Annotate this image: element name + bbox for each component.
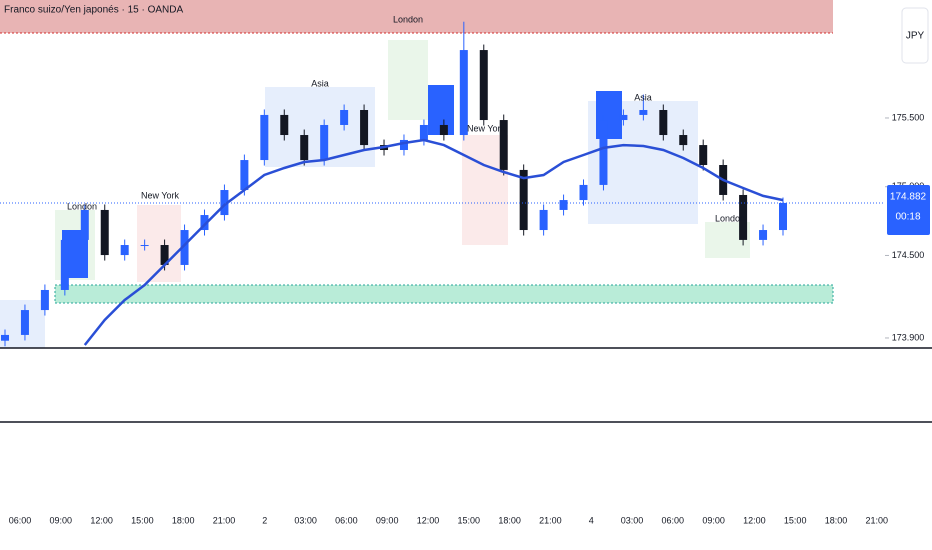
candle-body [160,245,169,265]
session-label: Asia [311,78,329,88]
x-tick-label: 03:00 [294,515,317,525]
x-tick-label: 12:00 [417,515,440,525]
x-tick-label: 12:00 [90,515,113,525]
candle-body [419,124,428,140]
x-tick-label: 21:00 [539,515,562,525]
x-tick-label: 03:00 [621,515,644,525]
x-tick-label: 09:00 [376,515,399,525]
last-price-box [887,184,930,235]
x-tick-label: 4 [589,515,594,525]
candle-body [340,109,349,125]
demand-zone [54,284,834,304]
x-tick-label: 18:00 [498,515,521,525]
candle-body [320,124,329,161]
candle-body [539,209,548,231]
candle-body [40,289,49,311]
countdown: 00:18 [895,212,920,223]
x-tick-label: 12:00 [743,515,766,525]
session-label: London [67,201,97,211]
candle-body [579,184,588,201]
candle-body [360,109,369,146]
session-box [388,40,428,120]
supply-zone [0,0,833,33]
candle-body [280,114,289,136]
candle-body [739,194,748,240]
candle-body [459,50,468,136]
candle-body [699,145,708,165]
x-tick-label: 15:00 [131,515,154,525]
session-label: London [715,213,745,223]
currency-label: JPY [906,31,925,42]
x-tick-label: 21:00 [213,515,236,525]
candle-body [519,169,528,231]
x-tick-label: 09:00 [702,515,725,525]
session-label: Asia [634,92,652,102]
session-label: New York [141,190,180,200]
y-tick-label: 174.500 [892,250,925,260]
x-tick-label: 18:00 [825,515,848,525]
x-tick-label: 21:00 [866,515,889,525]
y-tick-label: 175.500 [892,112,925,122]
candle-body [639,109,648,115]
candle-body [180,230,189,265]
session-label: New York [467,123,506,133]
candle-body [399,139,408,151]
session-label: London [393,14,423,24]
candle-body [499,120,508,170]
candle-body [60,239,69,290]
candle-body [439,124,448,136]
candle-body [1,334,9,341]
candle-body [759,230,768,240]
y-tick-label: 173.900 [892,332,925,342]
x-tick-label: 06:00 [9,515,32,525]
candle-body [220,190,229,216]
candle-body [80,209,89,240]
candle-body [559,200,568,210]
candle-body [100,209,109,256]
currency-button[interactable] [901,7,929,64]
candle-body [200,215,209,231]
x-tick-label: 18:00 [172,515,195,525]
x-tick-label: 15:00 [784,515,807,525]
candle-body [300,135,309,161]
candle-body [679,135,688,146]
candle-body [599,120,608,185]
candle-body [260,114,269,161]
candle-body [20,310,29,335]
candle-body [779,202,787,231]
x-tick-label: 15:00 [458,515,481,525]
chart-title: Franco suizo/Yen japonés · 15 · OANDA [4,5,183,16]
x-tick-label: 2 [262,515,267,525]
candle-body [240,160,249,191]
moving-average [83,138,784,346]
candle-body [120,245,129,256]
candle-body [140,245,149,247]
candle-body [659,109,668,136]
candle-body [479,50,488,121]
x-tick-label: 09:00 [50,515,73,525]
x-tick-label: 06:00 [662,515,685,525]
x-tick-label: 06:00 [335,515,358,525]
last-price-label: 174.882 [890,192,927,203]
candle-body [619,114,628,121]
